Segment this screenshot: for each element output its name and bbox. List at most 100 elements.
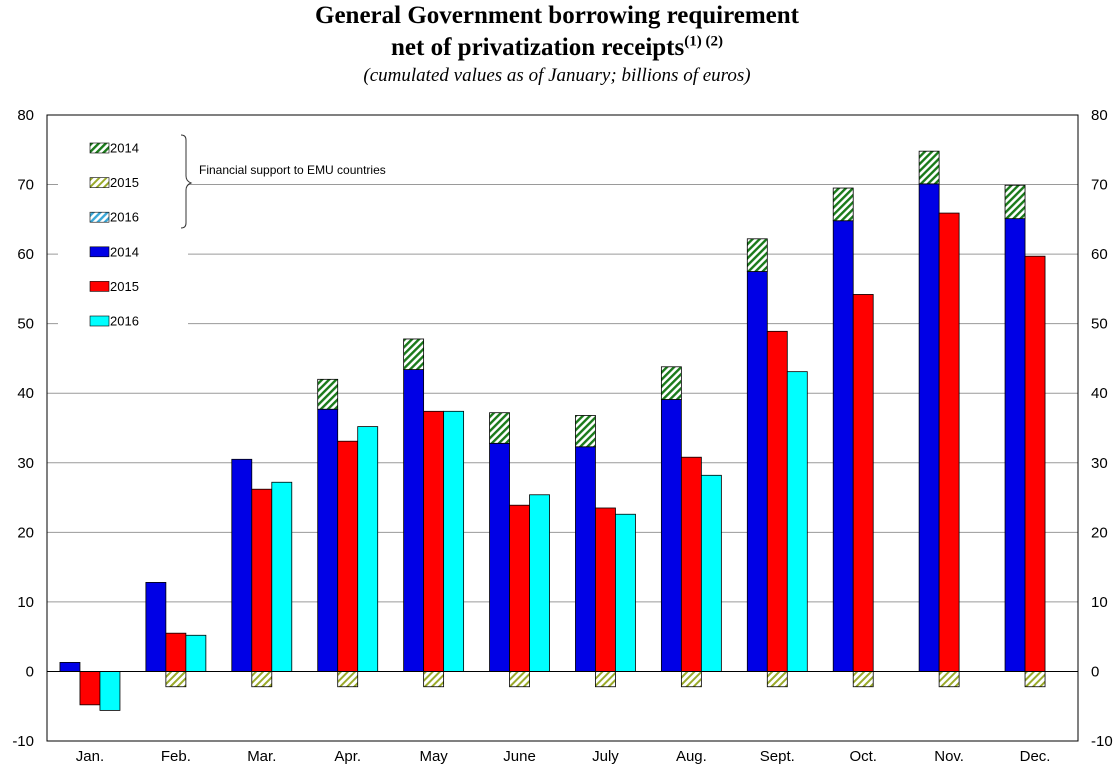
bars bbox=[59, 150, 1046, 711]
y-tick-label-left: 70 bbox=[17, 177, 34, 194]
bar-2014 bbox=[145, 582, 167, 672]
bar-2014 bbox=[660, 399, 682, 672]
bar-2016 bbox=[529, 494, 550, 672]
y-tick-label-right: 80 bbox=[1091, 107, 1108, 124]
y-tick-label-right: 40 bbox=[1091, 385, 1108, 402]
bar-support-2014 bbox=[1004, 184, 1026, 220]
bar-support-2015 bbox=[1024, 671, 1046, 688]
bar-support-2015 bbox=[680, 671, 702, 688]
bar-support-2015 bbox=[423, 671, 445, 688]
y-tick-label-left: 30 bbox=[17, 455, 34, 472]
bar-2015 bbox=[337, 440, 359, 672]
y-tick-label-left: 60 bbox=[17, 246, 34, 263]
bar-2014 bbox=[746, 271, 768, 672]
legend-label: 2015 bbox=[110, 175, 139, 190]
y-tick-label-right: 70 bbox=[1091, 177, 1108, 194]
bar-2014 bbox=[231, 458, 253, 672]
x-tick-label: Sept. bbox=[760, 748, 795, 765]
chart-title-footnote: (1) (2) bbox=[684, 33, 723, 50]
y-tick-label-left: 20 bbox=[17, 524, 34, 541]
plot-frame bbox=[46, 114, 1079, 742]
bar-2014 bbox=[918, 183, 940, 672]
y-tick-label-right: -10 bbox=[1091, 733, 1113, 750]
bar-support-2015 bbox=[165, 671, 187, 688]
bar-support-2015 bbox=[337, 671, 359, 688]
bar-support-2014 bbox=[317, 378, 339, 410]
bar-2016 bbox=[615, 513, 636, 672]
bar-support-2015 bbox=[509, 671, 530, 688]
chart-title-line2: net of privatization receipts(1) (2) bbox=[0, 32, 1114, 64]
y-tick-label-left: -10 bbox=[12, 733, 34, 750]
bar-support-2014 bbox=[746, 238, 768, 272]
x-tick-label: Oct. bbox=[849, 748, 877, 765]
bar-2016 bbox=[700, 474, 722, 672]
bar-2015 bbox=[423, 410, 445, 672]
legend-annotation: Financial support to EMU countries bbox=[199, 163, 386, 177]
y-tick-label-left: 40 bbox=[17, 385, 34, 402]
x-tick-label: July bbox=[592, 748, 619, 765]
y-tick-label-right: 60 bbox=[1091, 246, 1108, 263]
x-tick-label: Apr. bbox=[334, 748, 361, 765]
legend-swatch bbox=[89, 281, 110, 292]
legend-swatch bbox=[89, 246, 110, 258]
bar-2014 bbox=[317, 408, 339, 672]
legend-swatch bbox=[89, 211, 110, 223]
bar-support-2015 bbox=[938, 671, 960, 688]
x-tick-label: Nov. bbox=[934, 748, 964, 765]
bar-2015 bbox=[938, 212, 960, 672]
legend-label: 2015 bbox=[110, 279, 139, 294]
y-tick-label-left: 0 bbox=[26, 663, 34, 680]
legend-brace bbox=[180, 134, 193, 229]
bar-2015 bbox=[680, 456, 702, 672]
bar-2014 bbox=[489, 442, 510, 672]
chart-subtitle: (cumulated values as of January; billion… bbox=[363, 65, 751, 86]
bar-2015 bbox=[251, 488, 273, 672]
legend-swatch bbox=[89, 315, 110, 327]
x-tick-label: Aug. bbox=[676, 748, 707, 765]
bar-2015 bbox=[79, 671, 101, 706]
bar-support-2015 bbox=[852, 671, 874, 688]
legend-label: 2016 bbox=[110, 314, 139, 329]
bar-support-2015 bbox=[766, 671, 788, 688]
bar-2016 bbox=[99, 671, 121, 711]
chart-title-line1: General Government borrowing requirement bbox=[315, 2, 799, 29]
bar-2016 bbox=[357, 426, 379, 672]
bar-2015 bbox=[852, 294, 874, 672]
legend-label: 2014 bbox=[110, 141, 139, 156]
chart-title-line2-text: net of privatization receipts bbox=[391, 34, 685, 61]
x-tick-label: Jan. bbox=[76, 748, 104, 765]
bar-support-2014 bbox=[660, 366, 682, 400]
y-tick-label-right: 10 bbox=[1091, 594, 1108, 611]
legend-label: 2014 bbox=[110, 244, 139, 259]
title-block: General Government borrowing requirement… bbox=[0, 0, 1114, 88]
x-tick-label: Dec. bbox=[1020, 748, 1051, 765]
bar-2016 bbox=[185, 634, 207, 672]
x-tick-label: Mar. bbox=[247, 748, 276, 765]
bar-support-2014 bbox=[832, 187, 854, 222]
bar-support-2014 bbox=[489, 412, 510, 444]
legend-label: 2016 bbox=[110, 210, 139, 225]
bar-2016 bbox=[786, 371, 808, 672]
bar-2015 bbox=[1024, 255, 1046, 672]
bar-2015 bbox=[165, 632, 187, 672]
y-tick-label-left: 80 bbox=[17, 107, 34, 124]
bar-support-2015 bbox=[595, 671, 616, 688]
bar-2015 bbox=[595, 507, 616, 672]
legend-background bbox=[58, 126, 188, 356]
bar-support-2014 bbox=[918, 150, 940, 185]
bar-2014 bbox=[403, 369, 425, 672]
bar-2016 bbox=[443, 410, 465, 672]
x-tick-label: June bbox=[503, 748, 536, 765]
bar-2014 bbox=[1004, 218, 1026, 672]
axes: -10 -10 0 0 10 10 20 20 30 30 40 40 50 50 60 60 70 70 80 80… bbox=[12, 107, 1112, 765]
y-tick-label-right: 20 bbox=[1091, 524, 1108, 541]
y-tick-label-left: 50 bbox=[17, 316, 34, 333]
x-tick-label: Feb. bbox=[161, 748, 191, 765]
y-tick-label-right: 50 bbox=[1091, 316, 1108, 333]
y-tick-label-left: 10 bbox=[17, 594, 34, 611]
bar-2016 bbox=[271, 481, 293, 672]
bar-2015 bbox=[509, 504, 530, 672]
bar-2015 bbox=[766, 330, 788, 672]
legend-swatch bbox=[89, 177, 110, 188]
